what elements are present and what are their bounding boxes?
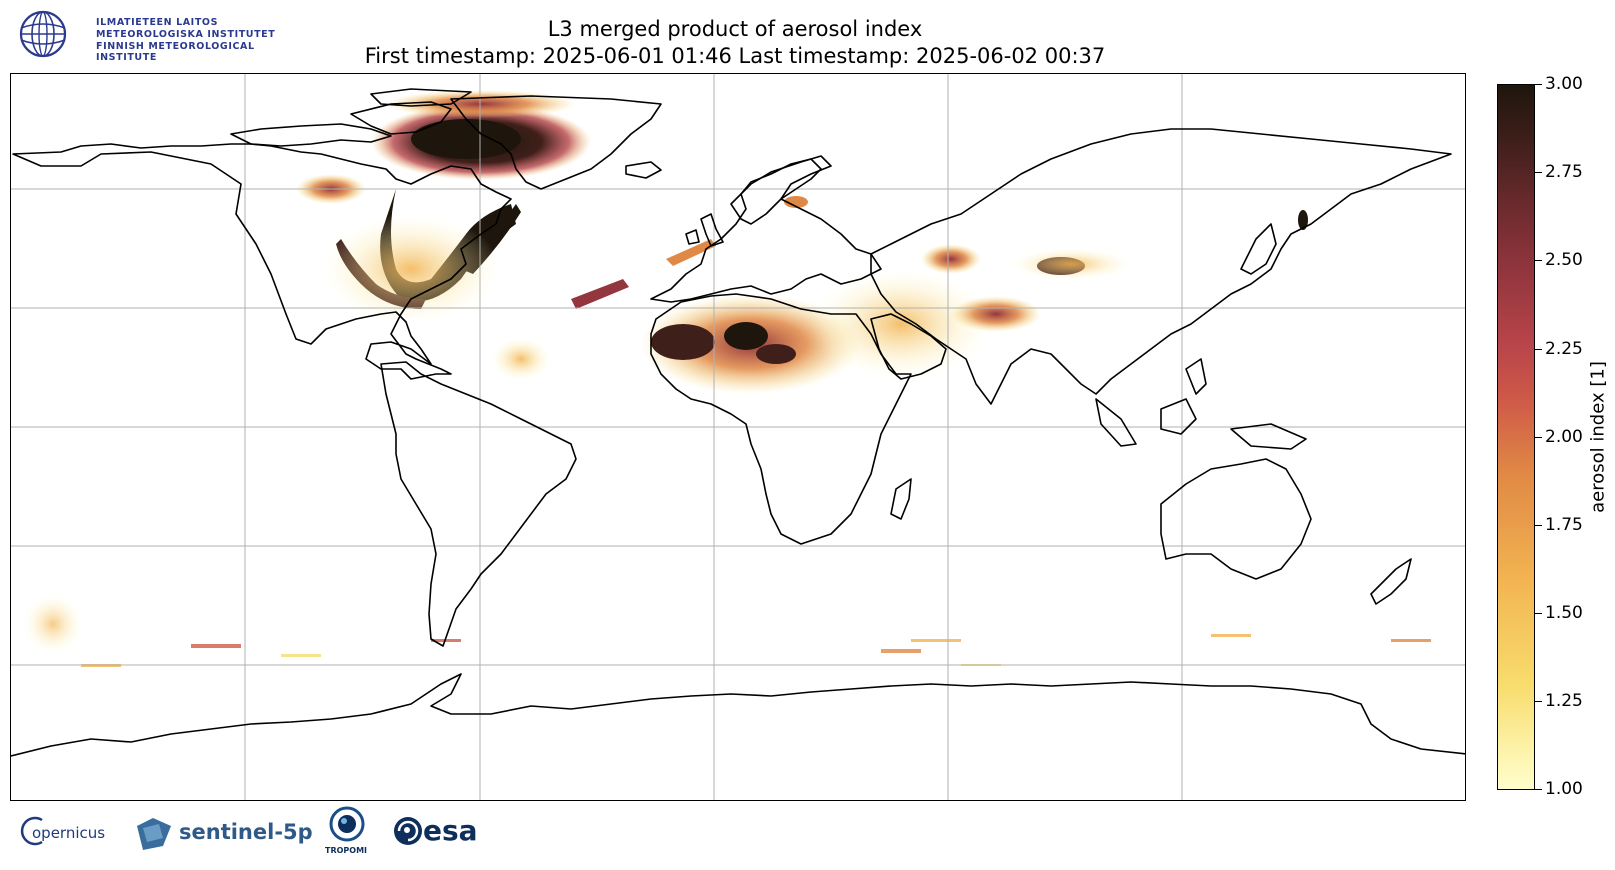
aerosol-sahara-core-east <box>756 344 796 364</box>
coastline-antarctica <box>11 673 1465 757</box>
coastline-south-america <box>380 361 577 647</box>
coastline-arctic-archipelago <box>230 123 392 147</box>
coastline-borneo <box>1160 398 1197 435</box>
coastline-japan <box>1240 223 1277 275</box>
coastline-iceland <box>625 161 662 179</box>
tropomi-logo: TROPOMI <box>325 806 375 858</box>
colorbar-tick-label: 3.00 <box>1545 74 1583 94</box>
colorbar-label: aerosol index [1] <box>1587 361 1609 513</box>
coastline-new-guinea <box>1230 423 1307 450</box>
aerosol-atlantic-streak <box>571 279 629 309</box>
aerosol-plume-greenland-core <box>411 119 521 159</box>
aerosol-sahara-core-central <box>724 322 768 350</box>
colorbar-tick <box>1535 260 1542 261</box>
tropomi-eye-icon <box>329 806 365 842</box>
aerosol-sahara-core-west <box>651 324 715 360</box>
copernicus-logo: opernicus <box>20 812 120 858</box>
coastline-great-britain <box>700 213 724 247</box>
fmi-line-2: METEOROLOGISKA INSTITUTET <box>96 29 276 40</box>
tropomi-text: TROPOMI <box>325 846 368 855</box>
colorbar-tick-label: 1.50 <box>1545 603 1583 623</box>
colorbar-tick-label: 2.00 <box>1545 427 1583 447</box>
coastline-madagascar <box>890 478 912 520</box>
colorbar-tick-label: 1.00 <box>1545 779 1583 799</box>
coastline-new-zealand <box>1370 558 1412 605</box>
aerosol-west-atlantic-dust <box>491 337 551 381</box>
world-map-svg <box>11 74 1465 800</box>
colorbar-tick-label: 2.25 <box>1545 339 1583 359</box>
aerosol-europe-streak <box>666 239 716 266</box>
aerosol-gobi-halo <box>1011 248 1131 280</box>
aerosol-overlay <box>23 90 1431 667</box>
colorbar-tick <box>1535 349 1542 350</box>
coastline-sumatra <box>1095 398 1137 447</box>
colorbar-tick <box>1535 613 1542 614</box>
fmi-logo: ILMATIETEEN LAITOS METEOROLOGISKA INSTIT… <box>18 10 318 63</box>
fmi-globe-icon <box>19 10 67 58</box>
coastline-scandinavia <box>730 155 832 225</box>
colorbar-tick-label: 2.75 <box>1545 162 1583 182</box>
copernicus-c-icon <box>20 816 43 846</box>
aerosol-haze-north-america <box>321 214 501 324</box>
coastline-baffin <box>350 101 452 135</box>
coastline-europe <box>650 158 882 303</box>
gridlines <box>11 74 1465 800</box>
coastlines <box>11 88 1465 757</box>
colorbar-tick <box>1535 84 1542 85</box>
map-subtitle-timestamps: First timestamp: 2025-06-01 01:46 Last t… <box>364 44 1106 68</box>
coastline-ireland <box>685 229 700 245</box>
fmi-line-1: ILMATIETEEN LAITOS <box>96 17 219 28</box>
colorbar-tick-label: 1.75 <box>1545 515 1583 535</box>
esa-logo: esa <box>393 812 493 858</box>
coastline-asia <box>870 128 1452 405</box>
sentinel-logo: sentinel-5p <box>133 812 313 858</box>
colorbar-tick <box>1535 701 1542 702</box>
colorbar-tick-label: 2.50 <box>1545 250 1583 270</box>
coastline-north-america <box>12 143 512 380</box>
coastline-australia <box>1160 458 1312 580</box>
map-title: L3 merged product of aerosol index <box>547 17 923 41</box>
aerosol-southern-speckles <box>23 594 1431 667</box>
colorbar <box>1497 84 1535 790</box>
coastline-africa <box>650 293 912 545</box>
esa-text: esa <box>423 814 478 847</box>
sentinel-satellite-icon <box>137 818 171 850</box>
coastline-philippines <box>1185 358 1207 395</box>
colorbar-tick <box>1535 525 1542 526</box>
coastline-arabia <box>870 313 947 380</box>
colorbar-tick-label: 1.25 <box>1545 691 1583 711</box>
colorbar-tick <box>1535 437 1542 438</box>
copernicus-text: opernicus <box>32 824 106 842</box>
aerosol-middle-east-core <box>951 296 1041 332</box>
aerosol-caspian <box>921 244 981 274</box>
aerosol-east-siberia <box>1298 210 1308 230</box>
world-map <box>10 73 1466 801</box>
aerosol-plume-arctic <box>386 90 576 118</box>
esa-globe-icon <box>394 817 422 845</box>
colorbar-tick <box>1535 789 1542 790</box>
fmi-line-3: FINNISH METEOROLOGICAL INSTITUTE <box>96 41 255 63</box>
coastline-ellesmere <box>370 88 472 107</box>
sentinel-text: sentinel-5p <box>179 820 313 844</box>
colorbar-tick <box>1535 172 1542 173</box>
coastline-greenland <box>450 95 662 190</box>
aerosol-scandinavia <box>784 196 808 208</box>
